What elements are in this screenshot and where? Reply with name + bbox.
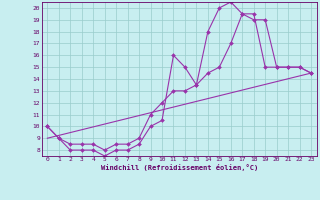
X-axis label: Windchill (Refroidissement éolien,°C): Windchill (Refroidissement éolien,°C) — [100, 164, 258, 171]
